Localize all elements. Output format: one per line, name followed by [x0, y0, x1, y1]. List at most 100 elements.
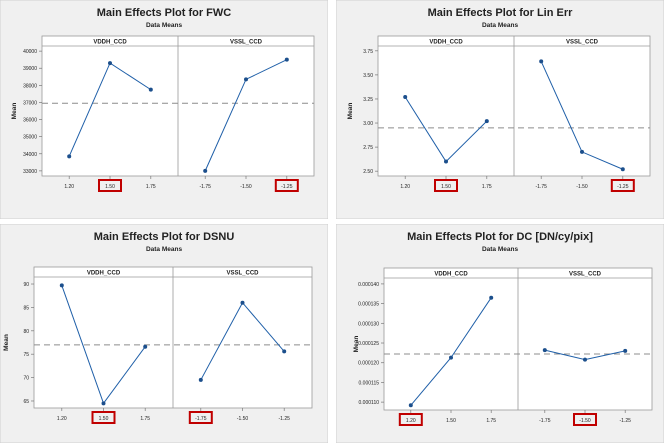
x-tick-label: 1.50	[99, 416, 109, 422]
y-tick-label: 2.75	[363, 145, 373, 151]
x-tick-label: -1.25	[619, 418, 631, 424]
data-point	[67, 154, 72, 159]
y-tick-label: 0.000115	[359, 380, 380, 386]
chart-svg: Main Effects Plot for Lin Err Data Means 2…	[335, 0, 664, 220]
data-point	[240, 300, 245, 305]
chart-title: Main Effects Plot for Lin Err	[428, 7, 574, 19]
y-tick-label: 0.000120	[358, 361, 379, 367]
data-point	[244, 77, 248, 82]
highlight-box	[274, 179, 299, 192]
x-tick-label: 1.50	[441, 184, 451, 190]
y-tick-label: 36000	[23, 118, 37, 124]
y-tick-label: 3.50	[363, 73, 373, 79]
chart-title: Main Effects Plot for DC [DN/cy/pix]	[407, 231, 593, 243]
data-point	[282, 349, 287, 354]
x-tick-label: 1.75	[146, 184, 156, 190]
x-tick-label: 1.20	[64, 184, 74, 190]
highlight-box	[610, 179, 635, 192]
panel-header-label: VSSL_CCD	[226, 271, 259, 277]
data-point	[449, 355, 453, 360]
data-point	[284, 57, 289, 62]
data-point	[101, 401, 106, 406]
data-point	[542, 348, 547, 353]
data-point	[148, 87, 153, 92]
main-effects-chart: Main Effects Plot for DSNU Data Means 65 70…	[0, 223, 329, 444]
data-point	[108, 61, 112, 66]
highlight-box	[434, 179, 458, 192]
x-tick-label: -1.75	[199, 184, 211, 190]
x-tick-label: 1.50	[105, 184, 115, 190]
y-tick-label: 90	[23, 282, 29, 288]
y-tick-label: 0.000125	[358, 341, 379, 347]
data-point	[489, 295, 494, 300]
x-tick-label: -1.50	[579, 418, 591, 424]
panel-header-label: VSSL_CCD	[230, 40, 263, 46]
y-axis-label: Mean	[3, 334, 10, 351]
x-tick-label: -1.25	[281, 184, 293, 190]
data-point	[143, 344, 148, 349]
chart-subtitle: Data Means	[146, 246, 183, 253]
y-tick-label: 80	[23, 329, 29, 335]
panel-header-label: VDDH_CCD	[434, 272, 468, 278]
y-tick-label: 39000	[23, 66, 37, 72]
data-point	[539, 59, 544, 64]
highlight-box	[98, 179, 122, 192]
data-point	[620, 167, 625, 172]
y-tick-label: 3.75	[363, 49, 373, 55]
data-point	[444, 159, 448, 164]
y-tick-label: 65	[23, 399, 29, 405]
x-tick-label: 1.75	[486, 418, 496, 424]
y-axis-label: Mean	[347, 103, 354, 120]
data-point	[623, 348, 628, 353]
x-tick-label: -1.75	[539, 418, 551, 424]
data-point	[583, 357, 587, 362]
main-effects-chart: Main Effects Plot for DC [DN/cy/pix] Data…	[335, 223, 664, 444]
x-tick-label: -1.25	[617, 184, 629, 190]
data-point	[59, 283, 64, 288]
x-tick-label: 1.75	[140, 416, 150, 422]
highlight-box	[573, 413, 597, 426]
y-tick-label: 3.00	[363, 121, 373, 127]
x-tick-label: -1.75	[195, 416, 207, 422]
data-point	[403, 95, 408, 100]
main-effects-chart: Main Effects Plot for Lin Err Data Means 2…	[335, 0, 664, 220]
y-tick-label: 40000	[23, 49, 37, 55]
y-tick-label: 0.000130	[358, 321, 379, 327]
x-tick-label: -1.50	[237, 416, 249, 422]
y-tick-label: 38000	[23, 83, 37, 89]
y-tick-label: 75	[23, 352, 29, 358]
x-tick-label: -1.50	[576, 184, 588, 190]
y-tick-label: 0.000140	[358, 282, 379, 288]
main-effects-chart: Main Effects Plot for FWC Data Means 33000…	[0, 0, 329, 220]
y-axis-label: Mean	[11, 103, 18, 120]
chart-subtitle: Data Means	[146, 22, 183, 29]
y-tick-label: 37000	[23, 100, 37, 106]
panel-header-label: VDDH_CCD	[429, 40, 463, 46]
y-tick-label: 70	[23, 376, 29, 382]
y-tick-label: 0.000135	[358, 302, 379, 308]
y-axis-label: Mean	[353, 336, 360, 353]
x-tick-label: 1.75	[482, 184, 492, 190]
chart-subtitle: Data Means	[482, 246, 519, 253]
data-point	[203, 168, 208, 173]
y-tick-label: 33000	[23, 169, 37, 175]
y-tick-label: 3.25	[363, 97, 373, 103]
highlight-box	[188, 411, 213, 424]
data-point	[580, 149, 584, 154]
panel-header-label: VSSL_CCD	[569, 272, 602, 278]
chart-svg: Main Effects Plot for FWC Data Means 33000…	[0, 0, 329, 220]
panel-header-label: VDDH_CCD	[93, 40, 127, 46]
highlight-box	[91, 411, 116, 424]
y-tick-label: 35000	[23, 135, 37, 141]
data-point	[408, 403, 413, 408]
data-point	[484, 119, 489, 124]
chart-title: Main Effects Plot for FWC	[97, 7, 232, 19]
x-tick-label: 1.50	[446, 418, 456, 424]
x-tick-label: 1.20	[406, 418, 416, 424]
y-tick-label: 85	[23, 305, 29, 311]
x-tick-label: 1.20	[57, 416, 67, 422]
x-tick-label: 1.20	[400, 184, 410, 190]
chart-subtitle: Data Means	[482, 22, 519, 29]
panel-header-label: VSSL_CCD	[566, 40, 599, 46]
